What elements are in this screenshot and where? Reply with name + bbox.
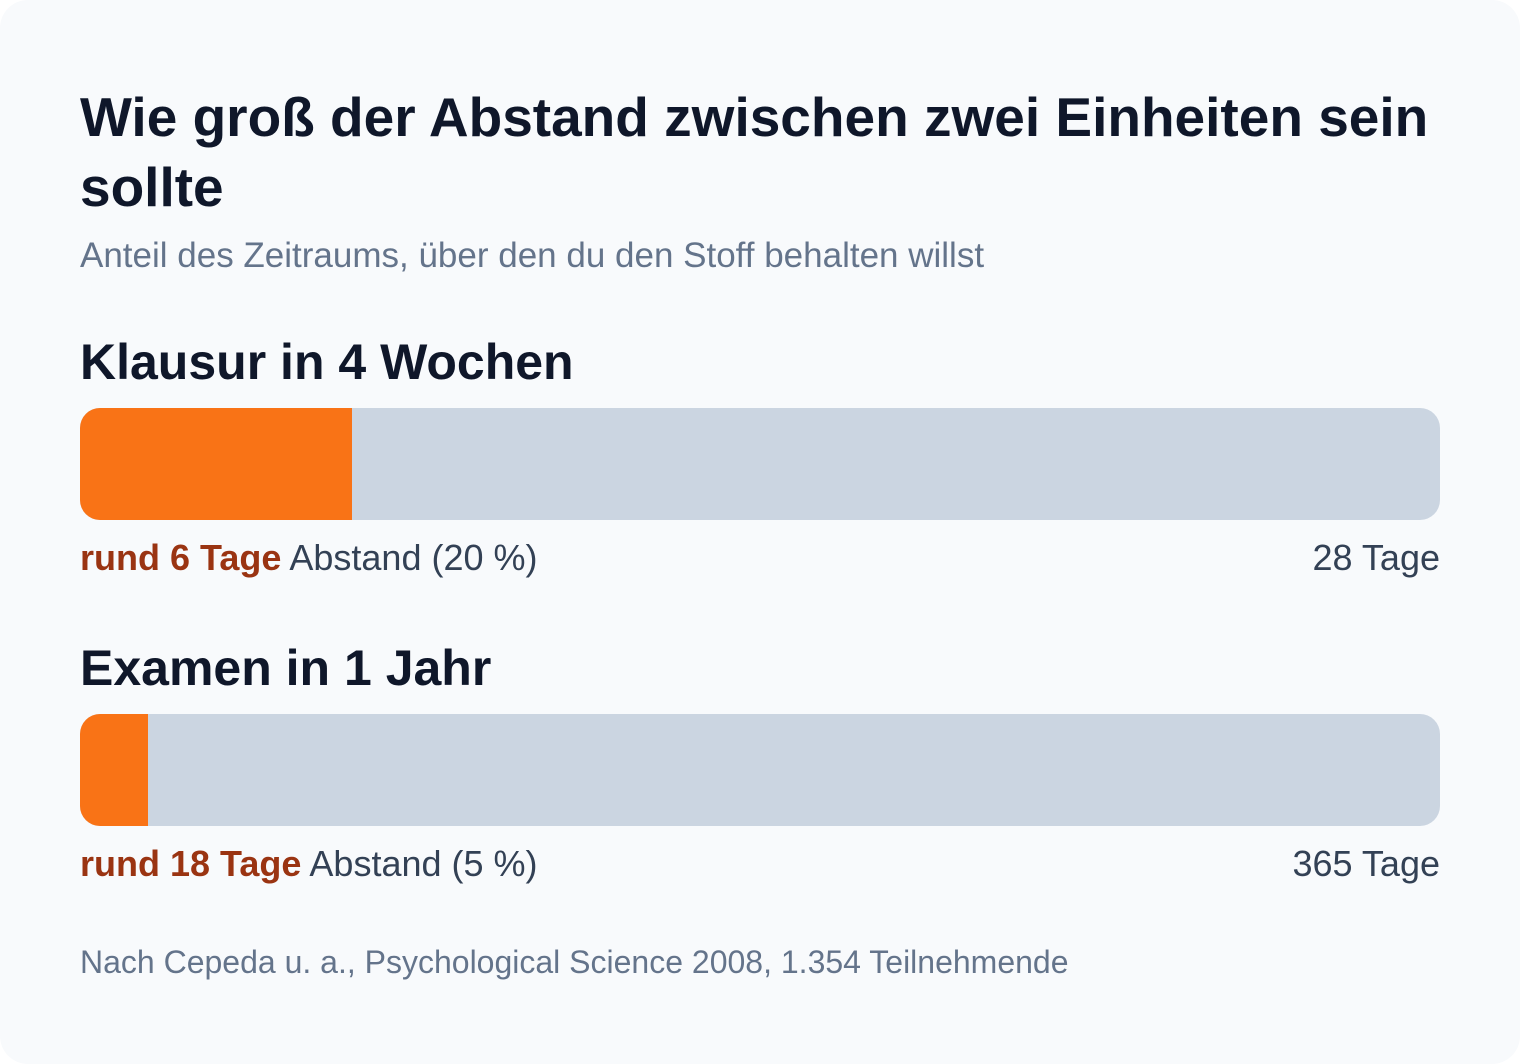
- bar-track: [80, 714, 1440, 826]
- gap-percent-label: Abstand (5 %): [309, 843, 538, 884]
- chart-subtitle: Anteil des Zeitraums, über den du den St…: [80, 236, 985, 275]
- chart-title: Wie groß der Abstand zwischen zwei Einhe…: [80, 86, 1429, 218]
- bar-fill-klausur: [80, 408, 352, 520]
- gap-value-label: rund 6 Tage: [80, 537, 282, 578]
- bar-fill-examen: [80, 714, 148, 826]
- gap-percent-label: Abstand (20 %): [289, 537, 538, 578]
- bar-track: [80, 408, 1440, 520]
- bar-caption: rund 6 Tage Abstand (20 %): [80, 536, 538, 580]
- bar-label: Klausur in 4 Wochen: [80, 334, 574, 390]
- bar-caption: rund 18 Tage Abstand (5 %): [80, 842, 538, 886]
- total-duration-label: 28 Tage: [1312, 537, 1440, 578]
- source-note: Nach Cepeda u. a., Psychological Science…: [80, 944, 1069, 980]
- total-duration-label: 365 Tage: [1292, 843, 1440, 884]
- bar-label: Examen in 1 Jahr: [80, 640, 492, 696]
- gap-value-label: rund 18 Tage: [80, 843, 302, 884]
